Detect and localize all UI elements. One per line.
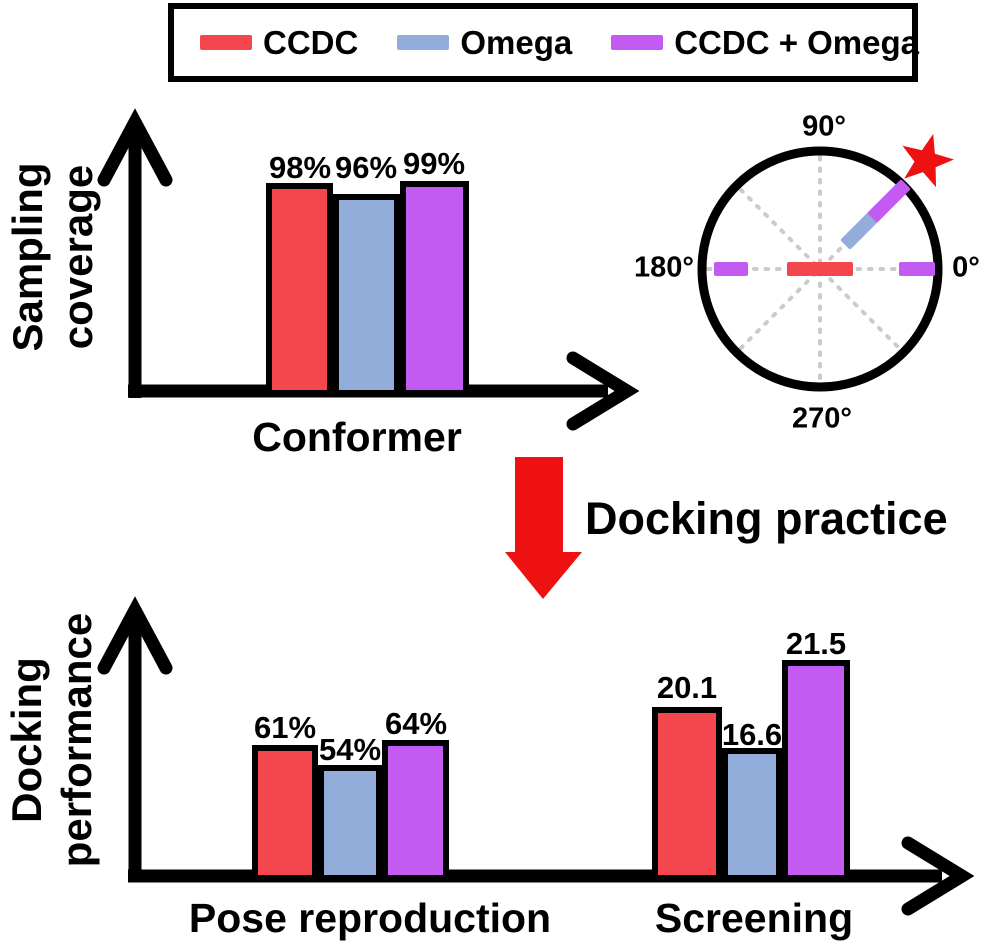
value-label-screening-ccdc: 20.1 <box>656 670 718 705</box>
polar-dial <box>697 134 954 392</box>
value-label-pose-omega: 54% <box>318 732 382 767</box>
polar-segment-ccdc-center <box>787 262 853 276</box>
value-label-screening-omega: 16.6 <box>721 717 783 752</box>
legend-swatch-ccdc <box>200 35 252 50</box>
bar-pose-omega <box>318 765 382 881</box>
group-label-screening: Screening <box>654 895 854 941</box>
value-label-screening-ccdc-omega: 21.5 <box>785 626 847 661</box>
value-label-pose-ccdc-omega: 64% <box>384 706 448 741</box>
polar-spokes <box>706 155 934 383</box>
legend: CCDC Omega CCDC + Omega <box>168 3 919 82</box>
bottom-x-axis-arrowhead-icon <box>901 836 975 916</box>
polar-segment-omega-diagonal <box>840 206 884 250</box>
bar-screening-ccdc <box>652 707 722 881</box>
bar-pose-ccdc <box>252 745 318 881</box>
bar-conformer-omega <box>333 194 400 396</box>
star-icon <box>902 134 954 188</box>
bar-pose-ccdc-omega <box>382 740 449 881</box>
legend-item-ccdc-omega: CCDC + Omega <box>611 26 919 59</box>
polar-label-180: 180° <box>634 251 694 284</box>
value-label-conformer-omega: 96% <box>334 150 398 185</box>
value-label-conformer-ccdc-omega: 99% <box>402 146 466 181</box>
top-y-axis-arrowhead-icon <box>97 108 173 187</box>
bottom-chart-y-axis-label: Docking performance <box>3 612 100 868</box>
legend-swatch-ccdc-omega <box>611 35 664 50</box>
bar-conformer-ccdc-omega <box>400 181 469 396</box>
polar-segment-ccdc-omega-left <box>714 262 748 276</box>
legend-label-omega: Omega <box>460 24 573 61</box>
legend-label-ccdc: CCDC <box>263 24 359 61</box>
legend-item-omega: Omega <box>397 26 572 59</box>
polar-label-270: 270° <box>792 402 852 435</box>
polar-segment-ccdc-omega-right <box>899 262 935 276</box>
polar-circle <box>697 146 943 392</box>
top-x-axis-arrowhead-icon <box>566 351 640 431</box>
legend-swatch-omega <box>397 35 450 50</box>
bar-screening-ccdc-omega <box>782 660 850 881</box>
bar-screening-omega <box>722 748 782 881</box>
top-chart-y-axis-label: Sampling coverage <box>4 162 101 352</box>
value-label-pose-ccdc: 61% <box>253 710 317 745</box>
value-label-conformer-ccdc: 98% <box>268 150 332 185</box>
flow-down-arrow-icon <box>505 457 582 599</box>
polar-label-0: 0° <box>952 251 980 284</box>
polar-segment-ccdc-omega-diagonal <box>867 179 911 223</box>
polar-label-90: 90° <box>802 110 846 143</box>
legend-label-ccdc-omega: CCDC + Omega <box>674 24 920 61</box>
top-chart-x-axis-label: Conformer <box>252 414 462 460</box>
bottom-y-axis-arrowhead-icon <box>97 596 173 675</box>
group-label-pose-reproduction: Pose reproduction <box>188 895 552 941</box>
bar-conformer-ccdc <box>266 183 333 396</box>
flow-label: Docking practice <box>585 493 948 544</box>
legend-item-ccdc: CCDC <box>200 26 358 59</box>
